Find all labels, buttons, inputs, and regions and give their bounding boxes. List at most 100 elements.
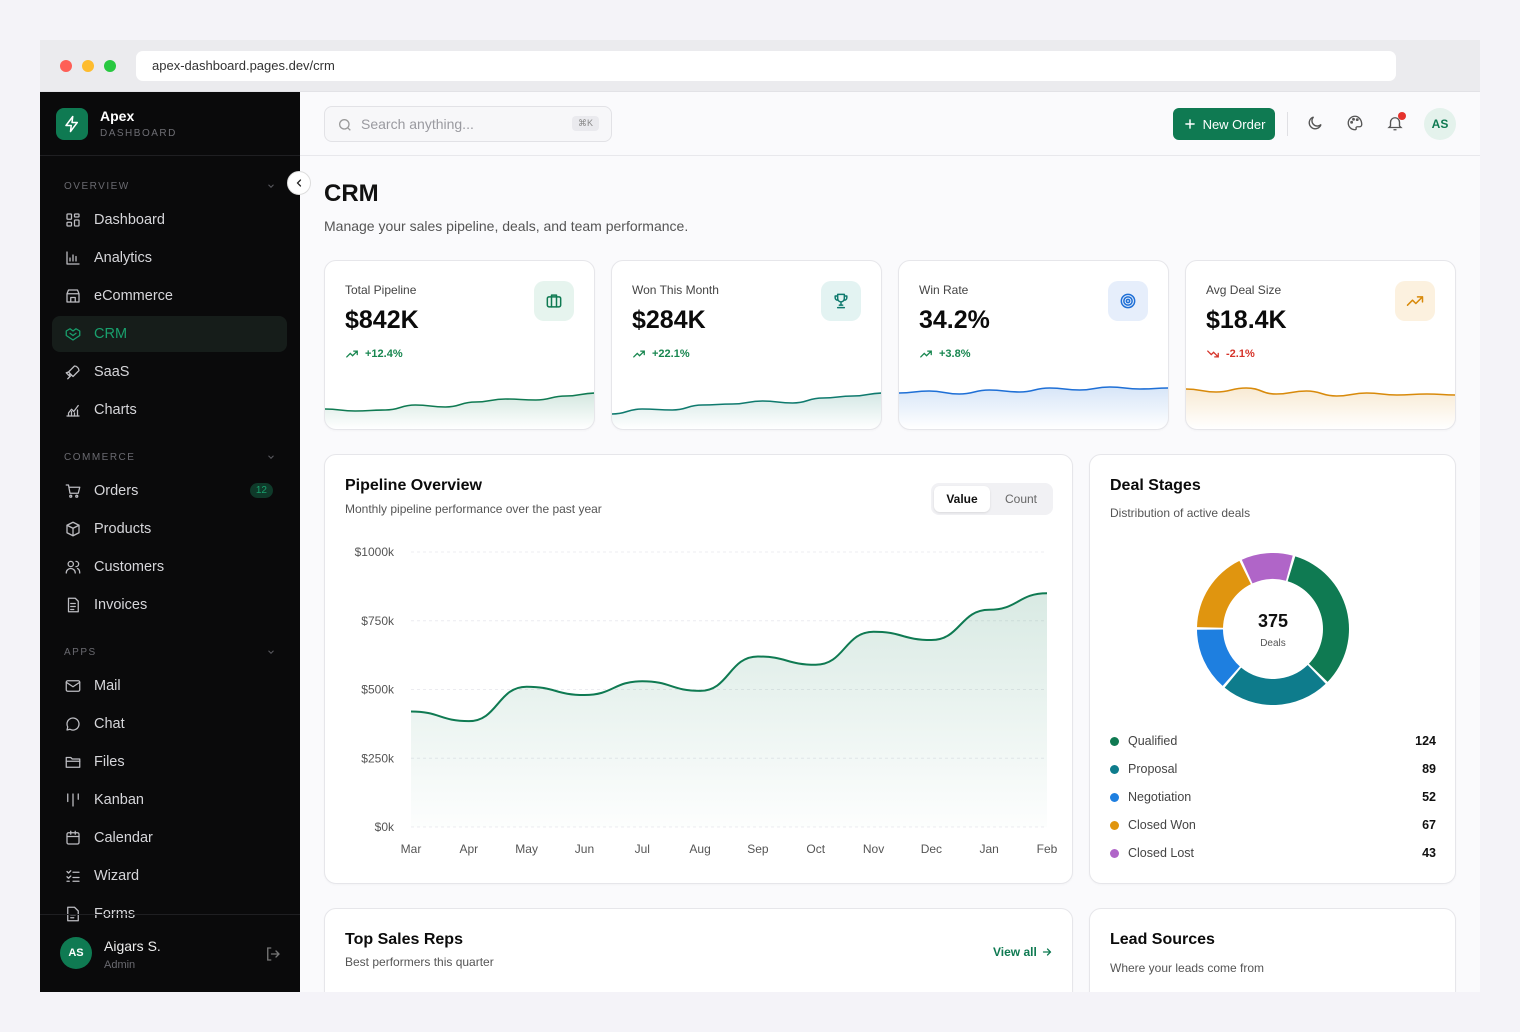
sidebar-item-dashboard[interactable]: Dashboard bbox=[52, 202, 287, 238]
legend-item-qualified: Qualified 124 bbox=[1110, 731, 1436, 751]
kpi-delta: -2.1% bbox=[1206, 347, 1255, 361]
calendar-icon bbox=[66, 830, 80, 845]
palette-icon[interactable] bbox=[1346, 114, 1366, 134]
sidebar-item-crm[interactable]: CRM bbox=[52, 316, 287, 352]
toggle-value[interactable]: Value bbox=[934, 486, 990, 512]
trophy-icon bbox=[821, 281, 861, 321]
sidebar-section-apps[interactable]: APPS bbox=[64, 647, 276, 658]
page-subtitle: Manage your sales pipeline, deals, and t… bbox=[324, 218, 689, 234]
kpi-value: 34.2% bbox=[919, 306, 990, 334]
sidebar-item-analytics[interactable]: Analytics bbox=[52, 240, 287, 276]
sidebar-item-label: Products bbox=[94, 521, 152, 537]
sidebar-item-label: Chat bbox=[94, 716, 125, 732]
profile-avatar[interactable]: AS bbox=[1424, 108, 1456, 140]
legend-dot bbox=[1110, 820, 1119, 830]
x-tick-label: Apr bbox=[459, 842, 478, 856]
view-all-label: View all bbox=[993, 945, 1037, 959]
user-avatar[interactable]: AS bbox=[60, 937, 92, 969]
x-tick-label: Oct bbox=[806, 842, 825, 856]
user-panel: AS Aigars S. Admin bbox=[40, 914, 300, 992]
kpi-card-won-this-month[interactable]: Won This Month $284K +22.1% bbox=[611, 260, 882, 430]
chart-icon bbox=[66, 404, 80, 417]
kpi-card-win-rate[interactable]: Win Rate 34.2% +3.8% bbox=[898, 260, 1169, 430]
search-input[interactable]: Search anything... ⌘K bbox=[324, 106, 612, 142]
sidebar-item-saas[interactable]: SaaS bbox=[52, 354, 287, 390]
sidebar-item-files[interactable]: Files bbox=[52, 744, 287, 780]
toggle-count[interactable]: Count bbox=[1004, 492, 1038, 506]
maximize-window-dot[interactable] bbox=[104, 60, 116, 72]
sidebar-section-commerce[interactable]: COMMERCE bbox=[64, 452, 276, 463]
sidebar-item-orders[interactable]: Orders 12 bbox=[52, 473, 287, 509]
y-tick-label: $0k bbox=[375, 820, 395, 834]
deal-stages-subtitle: Distribution of active deals bbox=[1110, 506, 1251, 520]
bell-icon[interactable] bbox=[1386, 112, 1406, 134]
handshake-icon bbox=[65, 328, 81, 341]
sidebar-item-mail[interactable]: Mail bbox=[52, 668, 287, 704]
sidebar-item-kanban[interactable]: Kanban bbox=[52, 782, 287, 818]
donut-slice-closed-won[interactable] bbox=[1197, 560, 1251, 628]
logout-icon[interactable] bbox=[264, 945, 282, 963]
sidebar-item-wizard[interactable]: Wizard bbox=[52, 858, 287, 894]
leads-title: Lead Sources bbox=[1110, 931, 1215, 948]
legend-dot bbox=[1110, 736, 1119, 746]
sparkline-area bbox=[1186, 388, 1455, 429]
donut-slice-qualified[interactable] bbox=[1287, 556, 1349, 682]
sidebar-item-products[interactable]: Products bbox=[52, 511, 287, 547]
sidebar-item-label: Customers bbox=[94, 559, 165, 575]
close-window-dot[interactable] bbox=[60, 60, 72, 72]
sidebar-item-label: eCommerce bbox=[94, 288, 173, 304]
kpi-delta: +12.4% bbox=[345, 347, 403, 361]
kpi-card-avg-deal-size[interactable]: Avg Deal Size $18.4K -2.1% bbox=[1185, 260, 1456, 430]
y-tick-label: $1000k bbox=[355, 545, 395, 559]
sidebar-item-label: Analytics bbox=[94, 250, 153, 266]
sidebar-item-label: Charts bbox=[94, 402, 137, 418]
minimize-window-dot[interactable] bbox=[82, 60, 94, 72]
kpi-value: $284K bbox=[632, 306, 706, 334]
sidebar-section-label: COMMERCE bbox=[64, 452, 136, 463]
pipeline-area-chart: $1000k $750k $500k $250k $0k Mar Apr May Jun Jul A… bbox=[355, 545, 1058, 856]
sidebar-item-chat[interactable]: Chat bbox=[52, 706, 287, 742]
new-order-button[interactable]: New Order bbox=[1173, 108, 1275, 140]
x-tick-label: Jun bbox=[575, 842, 594, 856]
sidebar-item-charts[interactable]: Charts bbox=[52, 392, 287, 428]
browser-chrome: apex-dashboard.pages.dev/crm bbox=[40, 40, 1480, 92]
y-tick-label: $750k bbox=[361, 614, 395, 628]
pipeline-area bbox=[411, 593, 1047, 827]
sidebar-item-label: Calendar bbox=[94, 830, 153, 846]
legend-item-closed-won: Closed Won 67 bbox=[1110, 815, 1436, 835]
sidebar-item-ecommerce[interactable]: eCommerce bbox=[52, 278, 287, 314]
deals-total: 375 bbox=[1257, 611, 1289, 631]
donut-slice-proposal[interactable] bbox=[1224, 665, 1326, 705]
donut-slice-negotiation[interactable] bbox=[1197, 629, 1240, 686]
sidebar-item-invoices[interactable]: Invoices bbox=[52, 587, 287, 623]
legend-value: 43 bbox=[1422, 846, 1436, 860]
users-icon bbox=[65, 560, 81, 574]
sparkline-area bbox=[325, 393, 594, 429]
legend-value: 67 bbox=[1422, 818, 1436, 832]
legend-item-negotiation: Negotiation 52 bbox=[1110, 787, 1436, 807]
view-all-link[interactable]: View all bbox=[993, 945, 1053, 959]
sidebar-item-calendar[interactable]: Calendar bbox=[52, 820, 287, 856]
analytics-icon bbox=[66, 251, 80, 265]
x-tick-label: Aug bbox=[689, 842, 710, 856]
url-bar[interactable]: apex-dashboard.pages.dev/crm bbox=[136, 51, 1396, 81]
collapse-sidebar-button[interactable] bbox=[287, 171, 311, 195]
kpi-card-total-pipeline[interactable]: Total Pipeline $842K +12.4% bbox=[324, 260, 595, 430]
x-tick-label: Jan bbox=[980, 842, 999, 856]
brand[interactable]: Apex DASHBOARD bbox=[40, 92, 300, 156]
brand-subtitle: DASHBOARD bbox=[100, 128, 177, 139]
legend-label: Proposal bbox=[1128, 762, 1178, 776]
trend-up-icon bbox=[633, 350, 645, 358]
moon-icon[interactable] bbox=[1306, 114, 1326, 134]
box-icon bbox=[66, 521, 80, 537]
sidebar-section-overview[interactable]: OVERVIEW bbox=[64, 181, 276, 192]
donut-slice-closed-lost[interactable] bbox=[1241, 553, 1293, 584]
y-tick-label: $500k bbox=[361, 683, 395, 697]
deal-stages-title: Deal Stages bbox=[1110, 477, 1201, 494]
deals-total-label: Deals bbox=[1260, 638, 1286, 649]
store-icon bbox=[66, 289, 80, 303]
chat-icon bbox=[66, 717, 80, 731]
deal-stages-donut bbox=[1197, 553, 1349, 705]
sidebar-item-customers[interactable]: Customers bbox=[52, 549, 287, 585]
trend-up-icon bbox=[1395, 281, 1435, 321]
